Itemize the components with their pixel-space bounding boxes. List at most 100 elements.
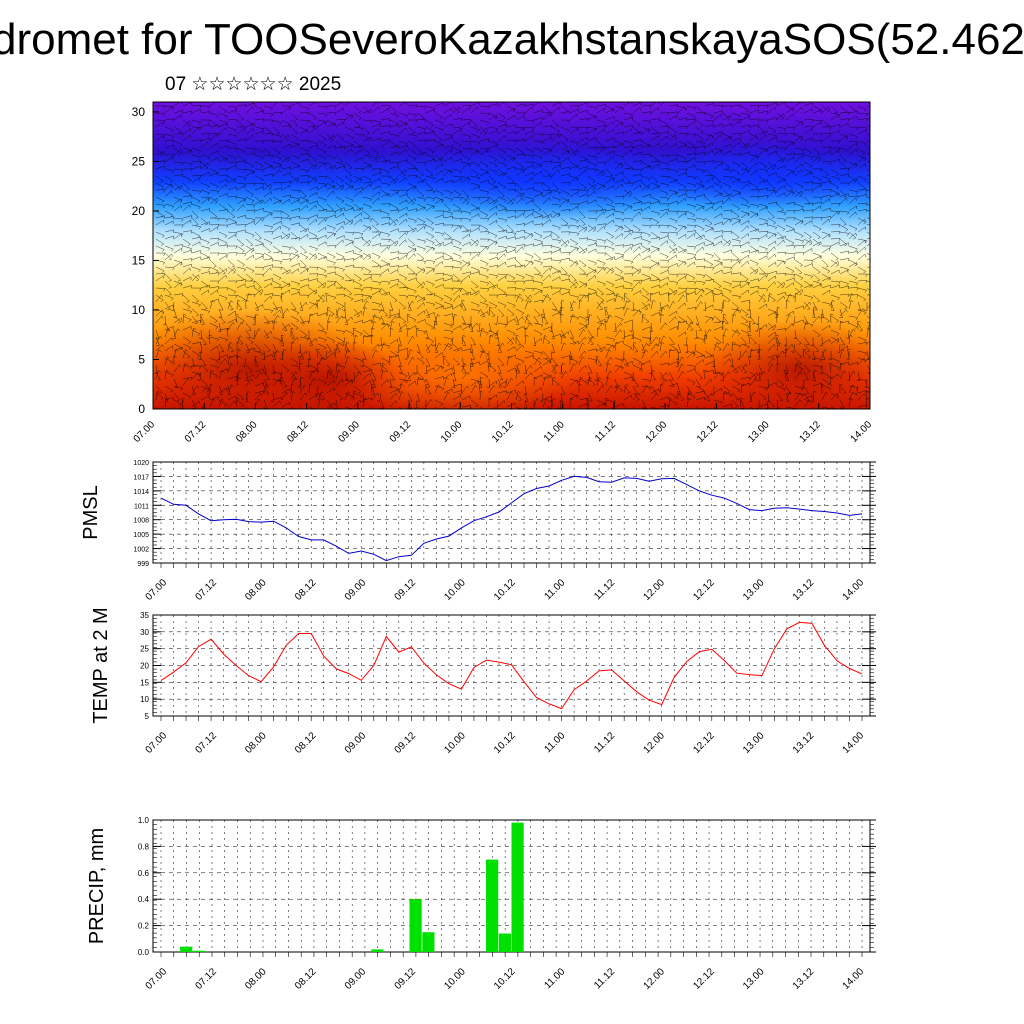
wind-barb — [371, 320, 377, 331]
wind-barb — [794, 336, 802, 345]
wind-barb — [344, 294, 354, 301]
wind-barb — [155, 151, 165, 156]
wind-barb — [713, 387, 723, 394]
wind-barb — [479, 390, 484, 401]
wind-barb — [803, 102, 813, 107]
wind-barb — [353, 144, 363, 149]
wind-barb — [191, 189, 202, 195]
wind-barb — [767, 253, 776, 261]
wind-barb — [218, 217, 229, 222]
wind-barb — [326, 232, 335, 240]
wind-barb — [263, 147, 272, 156]
wind-barb — [686, 322, 694, 331]
wind-barb — [551, 329, 555, 340]
wind-barb — [263, 197, 272, 205]
wind-barb — [488, 175, 497, 184]
wind-barb — [677, 294, 686, 303]
wind-barb — [551, 134, 560, 142]
wind-barb — [317, 256, 327, 261]
wind-barb — [434, 222, 445, 226]
wind-barb — [560, 362, 565, 373]
wind-barb — [263, 112, 274, 117]
wind-barb — [353, 218, 362, 226]
wind-barb — [434, 351, 443, 359]
wind-barb — [631, 301, 635, 312]
wind-barb — [578, 210, 586, 219]
wind-barb — [722, 197, 731, 205]
wind-barb — [812, 315, 821, 324]
wind-barb — [164, 371, 175, 378]
wind-barb — [650, 126, 659, 135]
wind-barb — [407, 380, 417, 387]
wind-barb — [821, 135, 831, 142]
wind-barb — [794, 163, 804, 170]
wind-barb — [452, 371, 457, 381]
wind-barb — [344, 391, 351, 401]
wind-barb — [578, 126, 589, 131]
wind-barb — [272, 111, 283, 116]
x-tick-label: 07.00 — [144, 730, 170, 756]
wind-barb — [407, 208, 418, 212]
wind-barb — [191, 126, 202, 131]
wind-barb — [308, 125, 319, 129]
wind-barb — [308, 218, 317, 226]
wind-barb — [704, 177, 714, 184]
wind-barb — [758, 206, 768, 212]
wind-barb — [344, 264, 355, 268]
wind-barb — [542, 371, 552, 379]
wind-barb — [668, 175, 678, 183]
wind-barb — [551, 259, 562, 264]
wind-barb — [164, 183, 173, 191]
wind-barb — [821, 259, 829, 268]
wind-barb — [407, 313, 411, 324]
wind-barb — [749, 155, 758, 163]
wind-barb — [488, 294, 499, 298]
wind-barb — [281, 194, 292, 198]
wind-barb — [254, 118, 265, 122]
wind-barb — [668, 300, 676, 310]
wind-barb — [668, 273, 679, 278]
y-tick-label: 20 — [140, 662, 149, 671]
x-tick-label: 11.12 — [592, 577, 617, 602]
wind-barb — [812, 140, 823, 144]
wind-barb — [506, 124, 517, 128]
wind-barb — [731, 219, 741, 226]
wind-barb — [272, 400, 281, 408]
wind-barb — [371, 301, 382, 307]
wind-barb — [425, 357, 431, 367]
wind-barb — [200, 301, 208, 310]
wind-barb — [236, 273, 245, 282]
wind-barb — [524, 334, 529, 345]
wind-barb — [272, 220, 282, 226]
wind-barb — [578, 189, 589, 194]
wind-barb — [758, 303, 768, 310]
wind-barb — [353, 157, 363, 163]
wind-barb — [316, 348, 320, 359]
wind-barb — [515, 127, 524, 135]
wind-barb — [236, 160, 247, 164]
wind-barb — [722, 175, 733, 180]
wind-barb — [632, 266, 641, 274]
wind-barb — [533, 238, 544, 245]
wind-barb — [479, 376, 484, 387]
wind-barb — [299, 315, 305, 325]
wind-barb — [623, 140, 634, 146]
wind-barb — [641, 128, 651, 135]
wind-barb — [488, 231, 498, 238]
wind-barb — [857, 246, 866, 254]
wind-barb — [344, 379, 353, 387]
wind-barb — [605, 203, 615, 210]
wind-barb — [398, 378, 407, 387]
wind-barb — [362, 253, 371, 261]
wind-barb — [695, 354, 705, 359]
wind-barb — [650, 160, 661, 164]
wind-barb — [677, 287, 688, 292]
wind-barb — [335, 225, 344, 233]
wind-barb — [272, 216, 283, 220]
wind-barb — [317, 350, 324, 360]
wind-barb — [182, 315, 192, 322]
wind-barb — [416, 238, 427, 244]
wind-barb — [605, 336, 616, 342]
wind-barb — [281, 292, 285, 303]
wind-barb — [317, 294, 325, 303]
